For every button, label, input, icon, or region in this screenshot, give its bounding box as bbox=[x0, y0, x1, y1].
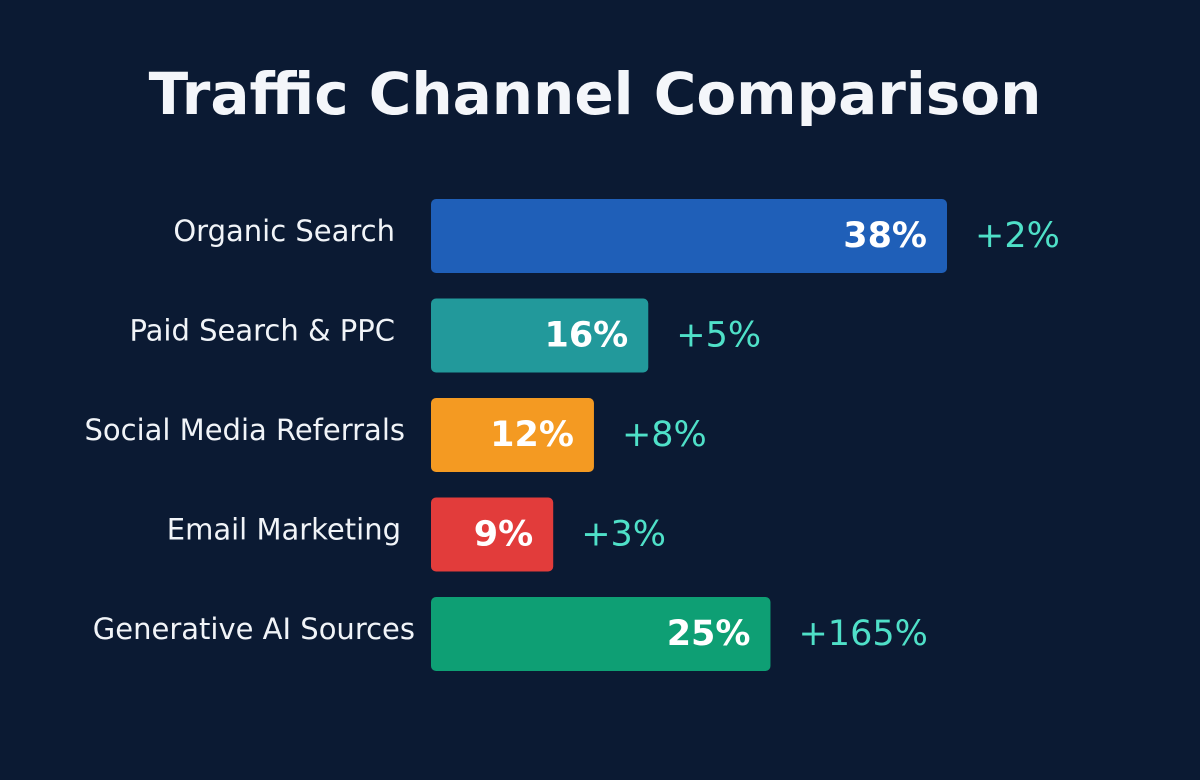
bar-value-label-email-marketing: 9% bbox=[474, 515, 533, 555]
bar-value-label-paid-search-ppc: 16% bbox=[544, 316, 628, 356]
category-label-email-marketing: Email Marketing bbox=[167, 513, 401, 547]
bar-email-marketing bbox=[431, 497, 554, 572]
bar-generative-ai-sources bbox=[431, 597, 771, 671]
change-label-generative-ai-sources: +165% bbox=[798, 614, 927, 654]
bar-value-label-organic-search: 38% bbox=[843, 216, 927, 256]
category-label-paid-search-ppc: Paid Search & PPC bbox=[129, 314, 395, 348]
category-label-social-media-referrals: Social Media Referrals bbox=[84, 413, 405, 447]
bar-paid-search-ppc bbox=[431, 298, 649, 373]
change-label-email-marketing: +3% bbox=[581, 515, 666, 555]
change-label-social-media-referrals: +8% bbox=[622, 415, 707, 455]
bar-social-media-referrals bbox=[431, 398, 594, 472]
bar-organic-search bbox=[431, 199, 947, 273]
change-label-organic-search: +2% bbox=[975, 216, 1060, 256]
chart-title: Traffic Channel Comparison bbox=[149, 60, 1042, 128]
category-label-generative-ai-sources: Generative AI Sources bbox=[93, 612, 415, 646]
category-label-organic-search: Organic Search bbox=[173, 214, 395, 248]
change-label-paid-search-ppc: +5% bbox=[676, 316, 761, 356]
bar-group: Organic Search 38% +2% Paid Search & PPC 16%… bbox=[84, 199, 1060, 671]
bar-value-label-generative-ai-sources: 25% bbox=[667, 614, 751, 654]
bar-value-label-social-media-referrals: 12% bbox=[490, 415, 574, 455]
